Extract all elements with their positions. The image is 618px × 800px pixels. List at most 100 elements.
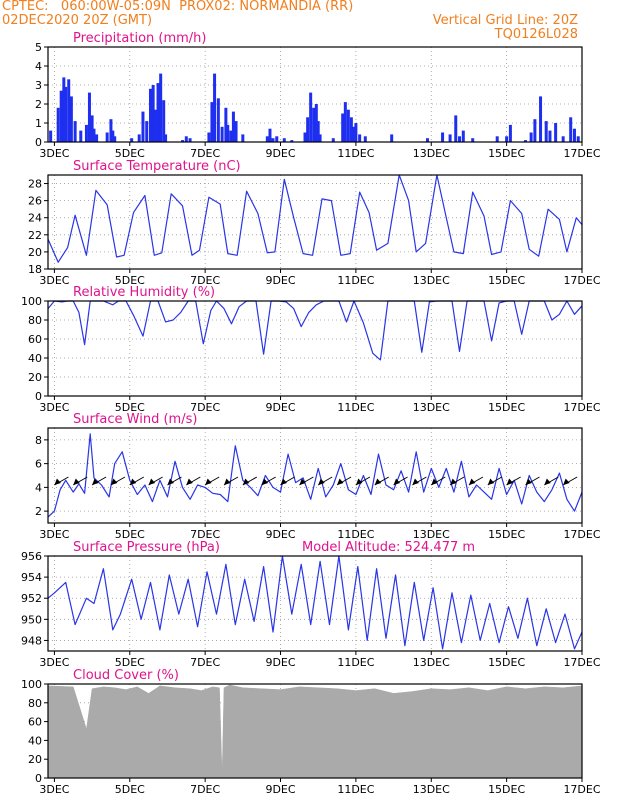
xtick-label-rh: 15DEC	[488, 401, 525, 414]
precip-bar	[84, 124, 88, 142]
precip-bar	[318, 134, 322, 142]
precip-bar	[109, 119, 113, 142]
precip-bar	[425, 138, 429, 142]
precip-bar	[358, 134, 362, 142]
ytick-label-wind: 2	[35, 505, 42, 518]
ytick-label-rh: 20	[28, 371, 42, 384]
ytick-label-pressure: 948	[21, 634, 42, 647]
ytick-label-rh: 60	[28, 333, 42, 346]
precip-bar	[149, 88, 153, 142]
panel-title-rh: Relative Humidity (%)	[73, 285, 215, 300]
pressure-line	[47, 555, 583, 650]
precip-bar	[164, 134, 168, 142]
wind-arrow-head	[73, 478, 80, 485]
ytick-label-rh: 80	[28, 314, 42, 327]
xtick-label-cloud: 11DEC	[337, 783, 374, 796]
ytick-label-precip: 0	[35, 136, 42, 149]
precip-bar	[349, 117, 353, 142]
xtick-label-rh: 11DEC	[337, 401, 374, 414]
precip-bar	[354, 123, 358, 142]
ytick-label-cloud: 0	[35, 772, 42, 785]
precip-bar	[87, 92, 91, 142]
wind-arrow-head	[431, 478, 438, 485]
precip-bar	[188, 138, 192, 142]
xtick-label-wind: 11DEC	[337, 528, 374, 541]
ytick-label-rh: 40	[28, 352, 42, 365]
precip-bar	[73, 121, 77, 142]
xtick-label-rh: 5DEC	[115, 401, 145, 414]
xtick-label-cloud: 17DEC	[563, 783, 600, 796]
ytick-label-temp: 28	[28, 178, 42, 191]
wind-arrow-head	[54, 478, 61, 485]
precip-bar	[265, 136, 269, 142]
precip-bar	[213, 73, 217, 142]
wind-arrow-head	[450, 478, 457, 485]
precip-bar	[184, 136, 188, 142]
xtick-label-precip: 11DEC	[337, 147, 374, 160]
xtick-label-precip: 17DEC	[563, 147, 600, 160]
xtick-label-precip: 3DEC	[39, 147, 69, 160]
panel-frame-wind	[47, 427, 583, 524]
precip-bar	[346, 109, 350, 142]
xtick-label-wind: 5DEC	[115, 528, 145, 541]
wind-arrow-head	[205, 478, 212, 485]
ytick-label-wind: 4	[35, 481, 42, 494]
panel-title-pressure: Surface Pressure (hPa)	[73, 540, 220, 555]
wind-arrow-head	[487, 478, 495, 485]
precip-bar	[282, 138, 286, 142]
wind-arrow-head	[525, 478, 532, 485]
precip-bar	[105, 132, 109, 142]
wind-arrow-head	[299, 478, 306, 485]
wind-arrow-head	[148, 478, 156, 485]
precip-bar	[231, 111, 235, 142]
xtick-label-wind: 13DEC	[413, 528, 450, 541]
panel-title-precip: Precipitation (mm/h)	[73, 31, 206, 46]
precip-bar	[363, 136, 367, 142]
xtick-label-cloud: 3DEC	[39, 783, 69, 796]
precip-bar	[495, 136, 499, 142]
precip-bar	[306, 117, 310, 142]
precip-bar	[79, 130, 83, 142]
precip-bar	[241, 134, 245, 142]
xtick-label-temp: 11DEC	[337, 274, 374, 287]
wind-arrow-head	[110, 478, 118, 485]
precip-bar	[271, 138, 275, 142]
precip-bar	[454, 115, 458, 142]
panel-frame-cloud	[47, 683, 583, 779]
ytick-label-temp: 24	[28, 212, 42, 225]
precip-bar	[290, 140, 294, 142]
xtick-label-cloud: 9DEC	[265, 783, 295, 796]
xtick-label-temp: 15DEC	[488, 274, 525, 287]
precip-bar	[569, 117, 573, 142]
ytick-label-temp: 22	[28, 229, 42, 242]
precip-bar	[561, 136, 565, 142]
wind-arrow-head	[92, 478, 99, 485]
panel-title-cloud: Cloud Cover (%)	[73, 668, 179, 683]
ytick-label-temp: 20	[28, 246, 42, 259]
precip-bar	[461, 130, 465, 142]
ytick-label-cloud: 60	[28, 716, 42, 729]
header-station: CPTEC: 060:00W-05:09N PROX02: NORMANDIA …	[2, 0, 354, 14]
ytick-label-wind: 8	[35, 434, 42, 447]
ytick-label-pressure: 956	[21, 550, 42, 563]
xtick-label-pressure: 17DEC	[563, 656, 600, 669]
precip-bar	[64, 86, 68, 142]
ytick-label-temp: 18	[28, 263, 42, 276]
precip-bar	[268, 128, 272, 142]
wind-line	[47, 433, 583, 518]
xtick-label-wind: 9DEC	[265, 528, 295, 541]
precip-bar	[343, 102, 347, 142]
xtick-label-wind: 15DEC	[488, 528, 525, 541]
precip-bar	[331, 138, 335, 142]
header-date: 02DEC2020 20Z (GMT)	[2, 13, 153, 28]
panel-annotation-pressure: Model Altitude: 524.477 m	[302, 540, 475, 555]
precip-bar	[229, 130, 233, 142]
wind-arrow-head	[129, 478, 137, 485]
precip-bar	[62, 77, 66, 142]
ytick-label-precip: 5	[35, 41, 42, 54]
precip-bar	[159, 73, 163, 142]
xtick-label-rh: 17DEC	[563, 401, 600, 414]
wind-arrow-head	[167, 478, 174, 485]
wind-arrow-head	[242, 478, 250, 485]
xtick-label-temp: 3DEC	[39, 274, 69, 287]
